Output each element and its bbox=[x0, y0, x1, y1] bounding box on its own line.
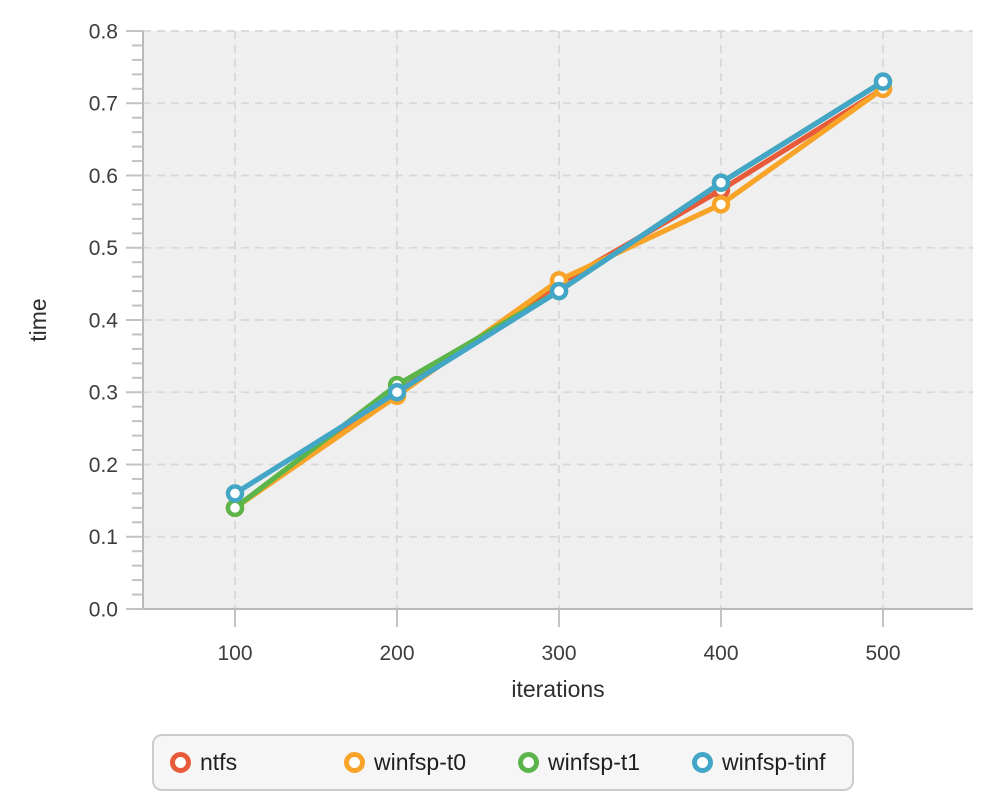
y-tick-label: 0.1 bbox=[89, 526, 118, 549]
y-tick-label: 0.7 bbox=[89, 93, 118, 116]
legend-label: winfsp-t0 bbox=[374, 749, 467, 775]
legend-ring-icon bbox=[344, 752, 365, 773]
x-tick-label: 100 bbox=[217, 642, 252, 665]
legend-ring-icon bbox=[692, 752, 713, 773]
series-marker-winfsp-tinf bbox=[873, 72, 893, 91]
legend-item-winfsp-t1[interactable]: winfsp-t1 bbox=[518, 749, 692, 776]
y-tick-label: 0.3 bbox=[89, 382, 118, 405]
plot-svg: 0.0 0.1 0.2 0.3 0.4 0.5 0.6 0.7 0.8 100 200 300 400 5… bbox=[25, 20, 973, 702]
legend-label: ntfs bbox=[200, 749, 238, 775]
y-tick-label: 0.2 bbox=[89, 454, 118, 477]
y-tick-label: 0.4 bbox=[89, 309, 119, 332]
legend-item-ntfs[interactable]: ntfs bbox=[170, 749, 344, 776]
legend-ring-icon bbox=[170, 752, 191, 773]
x-axis-title: iterations bbox=[511, 676, 604, 702]
series-marker-winfsp-tinf bbox=[549, 281, 569, 301]
x-tick-label: 200 bbox=[379, 642, 414, 665]
y-tick-label: 0.0 bbox=[89, 598, 118, 621]
y-axis-title: time bbox=[25, 298, 51, 341]
series-marker-winfsp-tinf bbox=[387, 383, 407, 402]
series-marker-winfsp-tinf bbox=[711, 173, 731, 192]
x-tick-label: 300 bbox=[541, 642, 576, 665]
series-marker-winfsp-t0 bbox=[711, 195, 731, 214]
series-marker-winfsp-t1 bbox=[225, 498, 245, 518]
x-tick-label: 500 bbox=[865, 642, 900, 665]
series-marker-winfsp-tinf bbox=[225, 484, 245, 503]
legend-label: winfsp-t1 bbox=[548, 749, 641, 775]
legend-item-winfsp-tinf[interactable]: winfsp-tinf bbox=[692, 749, 826, 776]
x-tick-label: 400 bbox=[703, 642, 738, 665]
y-tick-label: 0.5 bbox=[89, 237, 118, 260]
y-tick-label: 0.8 bbox=[89, 20, 118, 43]
y-tick-label: 0.6 bbox=[89, 165, 118, 188]
legend-ring-icon bbox=[518, 752, 539, 773]
legend-item-winfsp-t0[interactable]: winfsp-t0 bbox=[344, 749, 518, 776]
legend-label: winfsp-tinf bbox=[722, 749, 826, 775]
legend: ntfs winfsp-t0 winfsp-t1 winfsp-tinf bbox=[152, 734, 854, 791]
